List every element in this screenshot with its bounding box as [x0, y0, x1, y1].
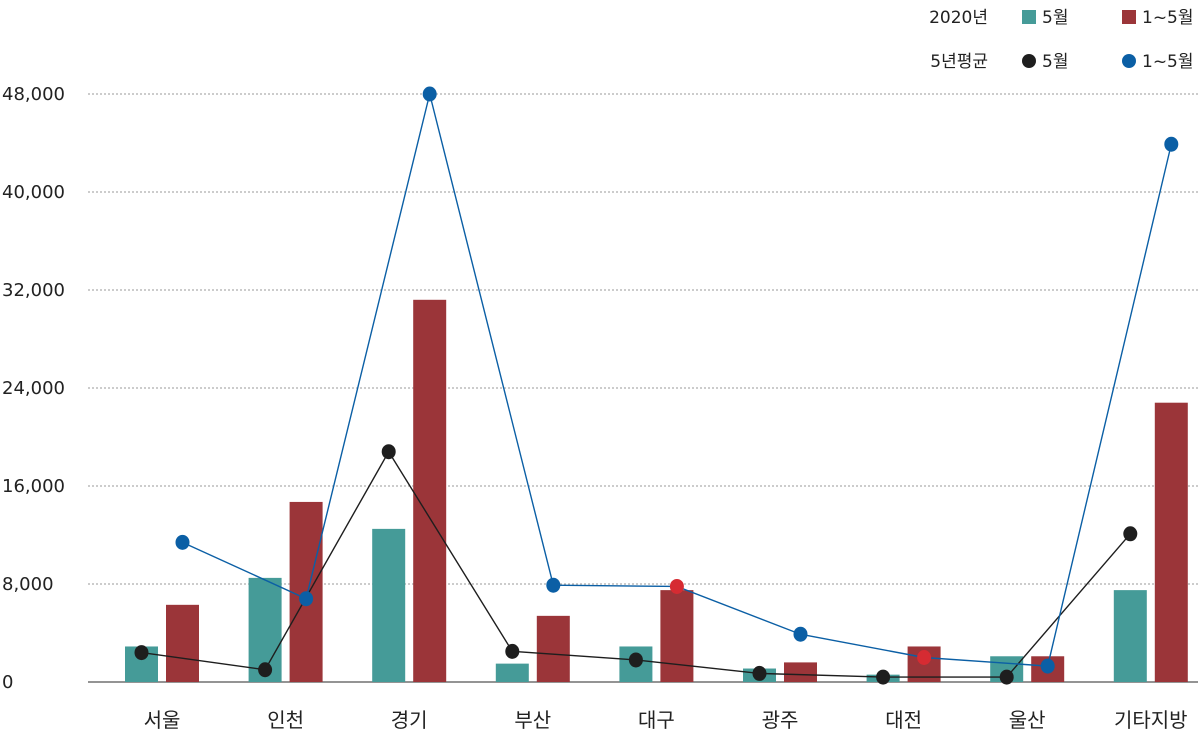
point-avg-may	[1123, 526, 1138, 542]
y-tick-label: 32,000	[2, 280, 65, 301]
point-avg-may	[134, 645, 149, 661]
point-avg-jan-may	[917, 650, 932, 665]
bars	[125, 299, 1188, 682]
x-category-label: 광주	[762, 708, 799, 732]
bar-jan-may-2020	[166, 604, 199, 682]
point-avg-jan-may	[793, 626, 808, 642]
legend-group-label: 5년평균	[930, 52, 988, 72]
x-category-label: 경기	[391, 708, 428, 732]
x-category-label: 인천	[267, 708, 304, 732]
point-avg-may	[381, 444, 396, 460]
legend-swatch-circle	[1122, 54, 1136, 68]
bar-jan-may-2020	[784, 662, 817, 682]
x-category-label: 부산	[514, 708, 551, 732]
point-avg-jan-may	[546, 577, 561, 593]
bar-jan-may-2020	[536, 615, 570, 682]
point-avg-may	[505, 643, 520, 659]
point-avg-jan-may	[1040, 658, 1055, 674]
point-avg-may	[876, 669, 891, 685]
bar-may-2020	[495, 663, 529, 682]
y-tick-label: 16,000	[2, 476, 65, 497]
point-avg-jan-may	[299, 591, 314, 607]
x-category-label: 기타지방	[1114, 708, 1188, 732]
y-axis-ticks: 0 8,000 16,000 24,000 32,000 40,000 48,000	[2, 84, 65, 693]
point-avg-jan-may	[175, 534, 190, 550]
y-tick-label: 48,000	[2, 84, 65, 105]
y-tick-label: 40,000	[2, 182, 65, 203]
bar-jan-may-2020	[660, 590, 694, 682]
y-tick-label: 24,000	[2, 378, 65, 399]
x-category-label: 대전	[885, 708, 922, 732]
point-avg-may	[628, 652, 643, 668]
point-avg-jan-may	[669, 578, 684, 594]
legend-swatch-circle	[1022, 54, 1036, 68]
point-avg-jan-may	[1164, 136, 1179, 152]
x-axis-categories: 서울 인천 경기 부산 대구 광주 대전 울산 기타지방	[144, 708, 1188, 732]
x-category-label: 울산	[1009, 708, 1046, 732]
x-category-label: 대구	[638, 708, 675, 732]
bar-jan-may-2020	[1154, 402, 1188, 682]
legend-item-label: 5월	[1042, 52, 1068, 72]
point-avg-may	[258, 662, 273, 678]
legend-item-label: 5월	[1042, 8, 1068, 28]
y-tick-label: 0	[2, 672, 13, 693]
legend-swatch-square	[1122, 10, 1136, 24]
bar-may-2020	[372, 528, 406, 682]
legend-group-label: 2020년	[929, 8, 988, 28]
x-category-label: 서울	[144, 708, 181, 732]
legend-item-label: 1~5월	[1142, 8, 1194, 28]
point-avg-may	[999, 669, 1014, 685]
bar-jan-may-2020	[413, 299, 447, 682]
y-tick-label: 8,000	[2, 574, 54, 595]
legend-item-label: 1~5월	[1142, 52, 1194, 72]
legend-swatch-square	[1022, 10, 1036, 24]
point-avg-may	[752, 665, 767, 681]
legend: 2020년 5월 1~5월 5년평균 5월 1~5월	[929, 8, 1193, 72]
point-avg-jan-may	[422, 86, 437, 102]
lines	[134, 86, 1179, 685]
bar-may-2020	[1113, 590, 1147, 682]
